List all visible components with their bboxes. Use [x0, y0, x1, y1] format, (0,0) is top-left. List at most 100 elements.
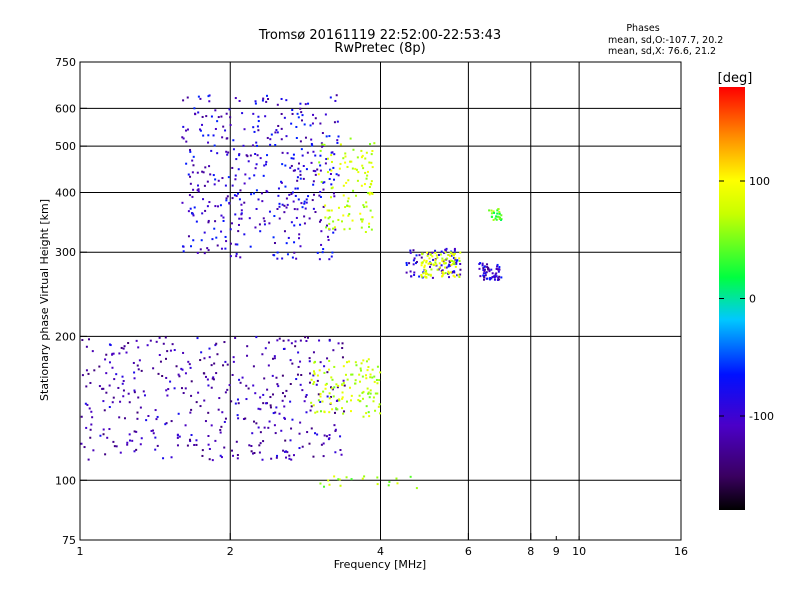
scatter-point	[123, 345, 126, 348]
scatter-point	[332, 166, 335, 169]
scatter-point	[318, 369, 321, 372]
scatter-point	[278, 205, 281, 208]
scatter-point	[293, 224, 296, 227]
scatter-point	[297, 167, 300, 170]
scatter-point	[266, 94, 269, 97]
scatter-point	[102, 400, 105, 403]
scatter-point	[295, 125, 298, 128]
scatter-point	[328, 397, 331, 400]
scatter-point	[234, 213, 237, 216]
scatter-point	[339, 143, 342, 146]
scatter-point	[341, 396, 344, 399]
scatter-point	[273, 242, 276, 245]
scatter-point	[318, 161, 321, 164]
scatter-point	[292, 454, 295, 457]
scatter-point	[349, 399, 352, 402]
scatter-point	[328, 258, 331, 261]
scatter-point	[258, 444, 261, 447]
scatter-point	[283, 230, 286, 233]
scatter-point	[263, 220, 266, 223]
scatter-point	[362, 359, 365, 362]
scatter-point	[299, 107, 302, 110]
scatter-point	[316, 251, 319, 254]
scatter-point	[276, 103, 279, 106]
scatter-point	[304, 207, 307, 210]
scatter-point	[337, 206, 340, 209]
scatter-point	[220, 425, 223, 428]
scatter-point	[206, 247, 209, 250]
scatter-point	[310, 161, 313, 164]
scatter-point	[312, 404, 315, 407]
scatter-point	[259, 157, 262, 160]
scatter-point	[232, 148, 235, 151]
scatter-point	[346, 204, 349, 207]
scatter-point	[312, 455, 315, 458]
scatter-point	[358, 373, 361, 376]
scatter-point	[429, 265, 432, 268]
scatter-point	[206, 205, 209, 208]
scatter-point	[223, 341, 226, 344]
scatter-point	[452, 257, 455, 260]
scatter-point	[453, 249, 456, 252]
scatter-point	[267, 341, 270, 344]
scatter-point	[207, 384, 210, 387]
scatter-point	[201, 449, 204, 452]
scatter-point	[252, 192, 255, 195]
scatter-point	[332, 395, 335, 398]
scatter-point	[496, 265, 499, 268]
scatter-point	[240, 203, 243, 206]
scatter-point	[418, 254, 421, 257]
scatter-point	[500, 276, 503, 279]
scatter-point	[154, 436, 157, 439]
scatter-point	[324, 383, 327, 386]
scatter-point	[339, 449, 342, 452]
scatter-point	[316, 374, 319, 377]
scatter-point	[192, 164, 195, 167]
scatter-point	[231, 166, 234, 169]
scatter-point	[117, 386, 120, 389]
scatter-point	[284, 439, 287, 442]
scatter-point	[195, 439, 198, 442]
scatter-point	[347, 197, 350, 200]
scatter-point	[311, 199, 314, 202]
scatter-point	[304, 103, 307, 106]
scatter-point	[251, 144, 254, 147]
scatter-point	[377, 405, 380, 408]
scatter-point	[423, 264, 426, 267]
scatter-point	[223, 446, 226, 449]
scatter-point	[331, 251, 334, 254]
scatter-point	[340, 220, 343, 223]
scatter-point	[150, 429, 153, 432]
scatter-point	[376, 483, 379, 486]
scatter-point	[187, 210, 190, 213]
scatter-point	[455, 260, 458, 263]
scatter-point	[319, 392, 322, 395]
scatter-point	[213, 227, 216, 230]
scatter-point	[309, 409, 312, 412]
scatter-point	[255, 189, 258, 192]
scatter-point	[338, 399, 341, 402]
scatter-point	[215, 342, 218, 345]
scatter-point	[188, 363, 191, 366]
scatter-point	[189, 150, 192, 153]
scatter-point	[122, 395, 125, 398]
scatter-point	[165, 422, 168, 425]
scatter-point	[418, 275, 421, 278]
scatter-point	[208, 201, 211, 204]
scatter-point	[221, 136, 224, 139]
scatter-point	[346, 361, 349, 364]
scatter-point	[230, 222, 233, 225]
scatter-point	[237, 230, 240, 233]
scatter-point	[237, 402, 240, 405]
scatter-point	[424, 273, 427, 276]
scatter-point	[138, 359, 141, 362]
scatter-point	[294, 169, 297, 172]
scatter-point	[412, 249, 415, 252]
scatter-point	[443, 252, 446, 255]
scatter-point	[367, 392, 370, 395]
scatter-point	[243, 128, 246, 131]
colorbar-ticks: 100 0 -100	[719, 175, 774, 423]
scatter-point	[458, 275, 461, 278]
scatter-point	[133, 391, 136, 394]
